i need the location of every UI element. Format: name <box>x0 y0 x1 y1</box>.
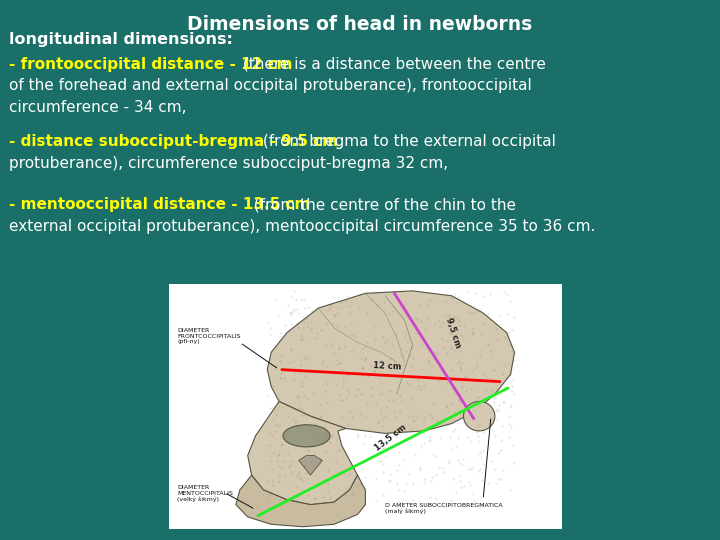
Text: 12 cm: 12 cm <box>373 361 402 372</box>
Ellipse shape <box>283 425 330 447</box>
Text: - frontooccipital distance - 12 cm: - frontooccipital distance - 12 cm <box>9 57 292 72</box>
Text: (from bregma to the external occipital: (from bregma to the external occipital <box>258 134 556 149</box>
Text: Dimensions of head in newborns: Dimensions of head in newborns <box>187 15 533 34</box>
Text: of the forehead and external occipital protuberance), frontooccipital: of the forehead and external occipital p… <box>9 78 531 93</box>
Text: 13,5 cm: 13,5 cm <box>373 423 408 453</box>
Text: external occipital protuberance), mentooccipital circumference 35 to 36 cm.: external occipital protuberance), mentoo… <box>9 219 595 234</box>
Polygon shape <box>236 475 365 526</box>
Text: (there is a distance between the centre: (there is a distance between the centre <box>238 57 546 72</box>
Text: circumference - 34 cm,: circumference - 34 cm, <box>9 100 186 115</box>
Text: DIAMETER
MENTOCCIPITALIS
(velký šikmý): DIAMETER MENTOCCIPITALIS (velký šikmý) <box>177 485 233 502</box>
Text: D AMETER SUBOCCIPITOBREGMATICA
(malý šikmý): D AMETER SUBOCCIPITOBREGMATICA (malý šik… <box>385 503 503 515</box>
Polygon shape <box>248 401 358 504</box>
FancyBboxPatch shape <box>169 284 562 529</box>
Text: (from the centre of the chin to the: (from the centre of the chin to the <box>244 197 516 212</box>
Text: protuberance), circumference subocciput-bregma 32 cm,: protuberance), circumference subocciput-… <box>9 156 448 171</box>
Polygon shape <box>299 456 323 475</box>
Polygon shape <box>267 291 515 434</box>
Text: - mentooccipital distance - 13.5 cm: - mentooccipital distance - 13.5 cm <box>9 197 310 212</box>
Text: 9,5 cm: 9,5 cm <box>444 317 462 349</box>
Text: longitudinal dimensions:: longitudinal dimensions: <box>9 32 233 48</box>
Ellipse shape <box>464 401 495 431</box>
Text: DIAMETER
FRONTCOCCIPITALIS
(pfi-ny): DIAMETER FRONTCOCCIPITALIS (pfi-ny) <box>177 328 240 345</box>
Text: - distance subocciput-bregma - 9.5 cm: - distance subocciput-bregma - 9.5 cm <box>9 134 338 149</box>
